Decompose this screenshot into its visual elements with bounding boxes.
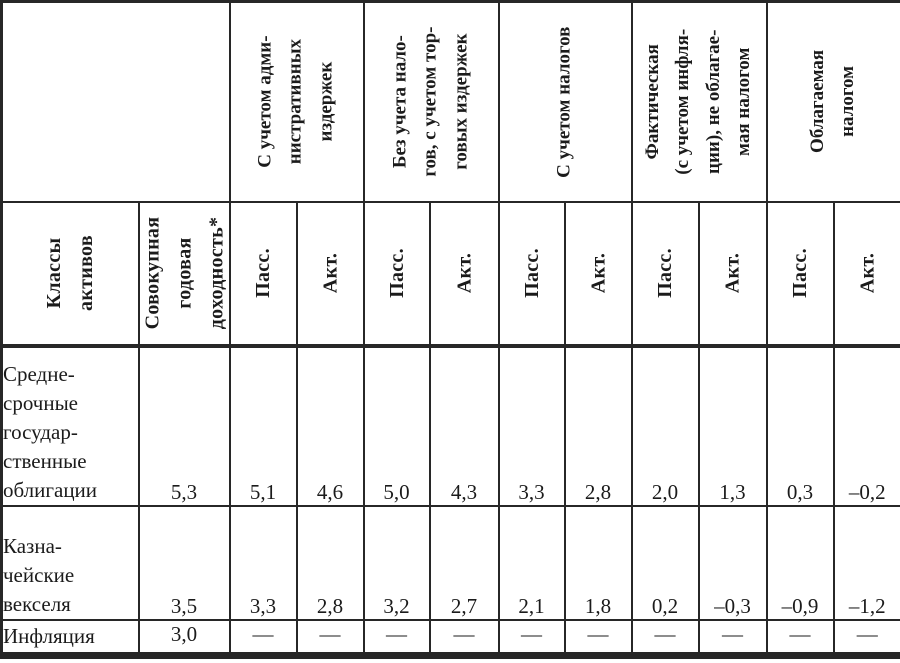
subheader-row: Классы активов Совокупная годовая доходн… — [0, 200, 900, 347]
value-cell: 1,8 — [563, 504, 633, 621]
asset-class-name: Инфляция — [0, 618, 140, 660]
subheader-active: Акт. — [563, 200, 633, 347]
value-cell: 2,7 — [428, 504, 500, 621]
row-header-label: Классы активов — [43, 235, 98, 311]
value-cell: — — [362, 618, 431, 660]
row-header-asset-classes: Классы активов — [0, 200, 140, 347]
table-row-treasury-bills: Казна- чейские векселя 3,5 3,3 2,8 3,2 2… — [0, 504, 900, 621]
value-cell: 2,8 — [295, 504, 365, 621]
subheader-label: Акт. — [587, 252, 610, 294]
corner-cell — [0, 0, 231, 203]
subheader-label: Пасс. — [252, 248, 274, 298]
subheader-active: Акт. — [428, 200, 500, 347]
subheader-passive: Пасс. — [228, 200, 298, 347]
group-header-label: С учетом адми- нистративных издержек — [254, 35, 337, 168]
value-cell: –0,3 — [697, 504, 768, 621]
group-header-label: Облагаемая налогом — [807, 50, 859, 154]
value-cell: — — [630, 618, 700, 660]
subheader-active: Акт. — [295, 200, 365, 347]
subheader-label: Акт. — [453, 252, 475, 294]
group-header-label: Без учета нало- гов, с учетом тор- говых… — [389, 26, 472, 177]
group-header-admin-costs: С учетом адми- нистративных издержек — [228, 0, 365, 203]
group-header-real-untaxed: Фактическая (с учетом инфля- ции), не об… — [630, 0, 768, 203]
group-header-with-taxes: С учетом налогов — [497, 0, 633, 203]
value-cell: — — [697, 618, 768, 660]
value-cell: –0,9 — [765, 504, 835, 621]
value-cell: 2,1 — [497, 504, 566, 621]
subheader-label: Пасс. — [520, 248, 543, 298]
value-cell: 3,3 — [228, 504, 298, 621]
subheader-passive: Пасс. — [362, 200, 431, 347]
group-header-label: Фактическая (с учетом инфля- ции), не об… — [642, 28, 755, 175]
subheader-passive: Пасс. — [765, 200, 835, 347]
value-cell: — — [563, 618, 633, 660]
group-header-label: С учетом налогов — [553, 26, 575, 178]
value-cell: — — [832, 618, 900, 660]
group-header-taxable: Облагаемая налогом — [765, 0, 900, 203]
subheader-label: Пасс. — [789, 248, 812, 298]
subheader-active: Акт. — [832, 200, 900, 347]
value-cell: — — [295, 618, 365, 660]
value-cell: — — [497, 618, 566, 660]
subheader-label: Пасс. — [385, 248, 408, 298]
total-return-value: 5,3 — [137, 343, 231, 507]
value-cell: 4,6 — [295, 343, 365, 507]
value-cell: 1,3 — [697, 343, 768, 507]
col-header-total-return: Совокупная годовая доходность* — [137, 200, 231, 347]
table-row-government-bonds: Средне- срочные государ- ственные облига… — [0, 343, 900, 507]
subheader-label: Акт. — [319, 252, 341, 294]
asset-class-name: Казна- чейские векселя — [0, 504, 140, 621]
subheader-label: Пасс. — [654, 248, 677, 298]
value-cell: — — [428, 618, 500, 660]
value-cell: 0,2 — [630, 504, 700, 621]
col-header-label: Совокупная годовая доходность* — [141, 216, 227, 330]
subheader-label: Акт. — [856, 252, 879, 294]
value-cell: 5,1 — [228, 343, 298, 507]
value-cell: 0,3 — [765, 343, 835, 507]
asset-class-name: Средне- срочные государ- ственные облига… — [0, 343, 140, 507]
value-cell: –0,2 — [832, 343, 900, 507]
subheader-label: Акт. — [721, 252, 744, 294]
subheader-active: Акт. — [697, 200, 768, 347]
value-cell: 2,0 — [630, 343, 700, 507]
subheader-passive: Пасс. — [630, 200, 700, 347]
group-header-row: С учетом адми- нистративных издержек Без… — [0, 0, 900, 203]
total-return-value: 3,0 — [137, 618, 231, 660]
value-cell: 3,3 — [497, 343, 566, 507]
table-row-inflation: Инфляция 3,0 — — — — — — — — — — — [0, 618, 900, 660]
group-header-trading-costs: Без учета нало- гов, с учетом тор- говых… — [362, 0, 500, 203]
value-cell: –1,2 — [832, 504, 900, 621]
value-cell: 4,3 — [428, 343, 500, 507]
value-cell: — — [228, 618, 298, 660]
value-cell: 2,8 — [563, 343, 633, 507]
value-cell: 5,0 — [362, 343, 431, 507]
value-cell: 3,2 — [362, 504, 431, 621]
subheader-passive: Пасс. — [497, 200, 566, 347]
value-cell: — — [765, 618, 835, 660]
total-return-value: 3,5 — [137, 504, 231, 621]
